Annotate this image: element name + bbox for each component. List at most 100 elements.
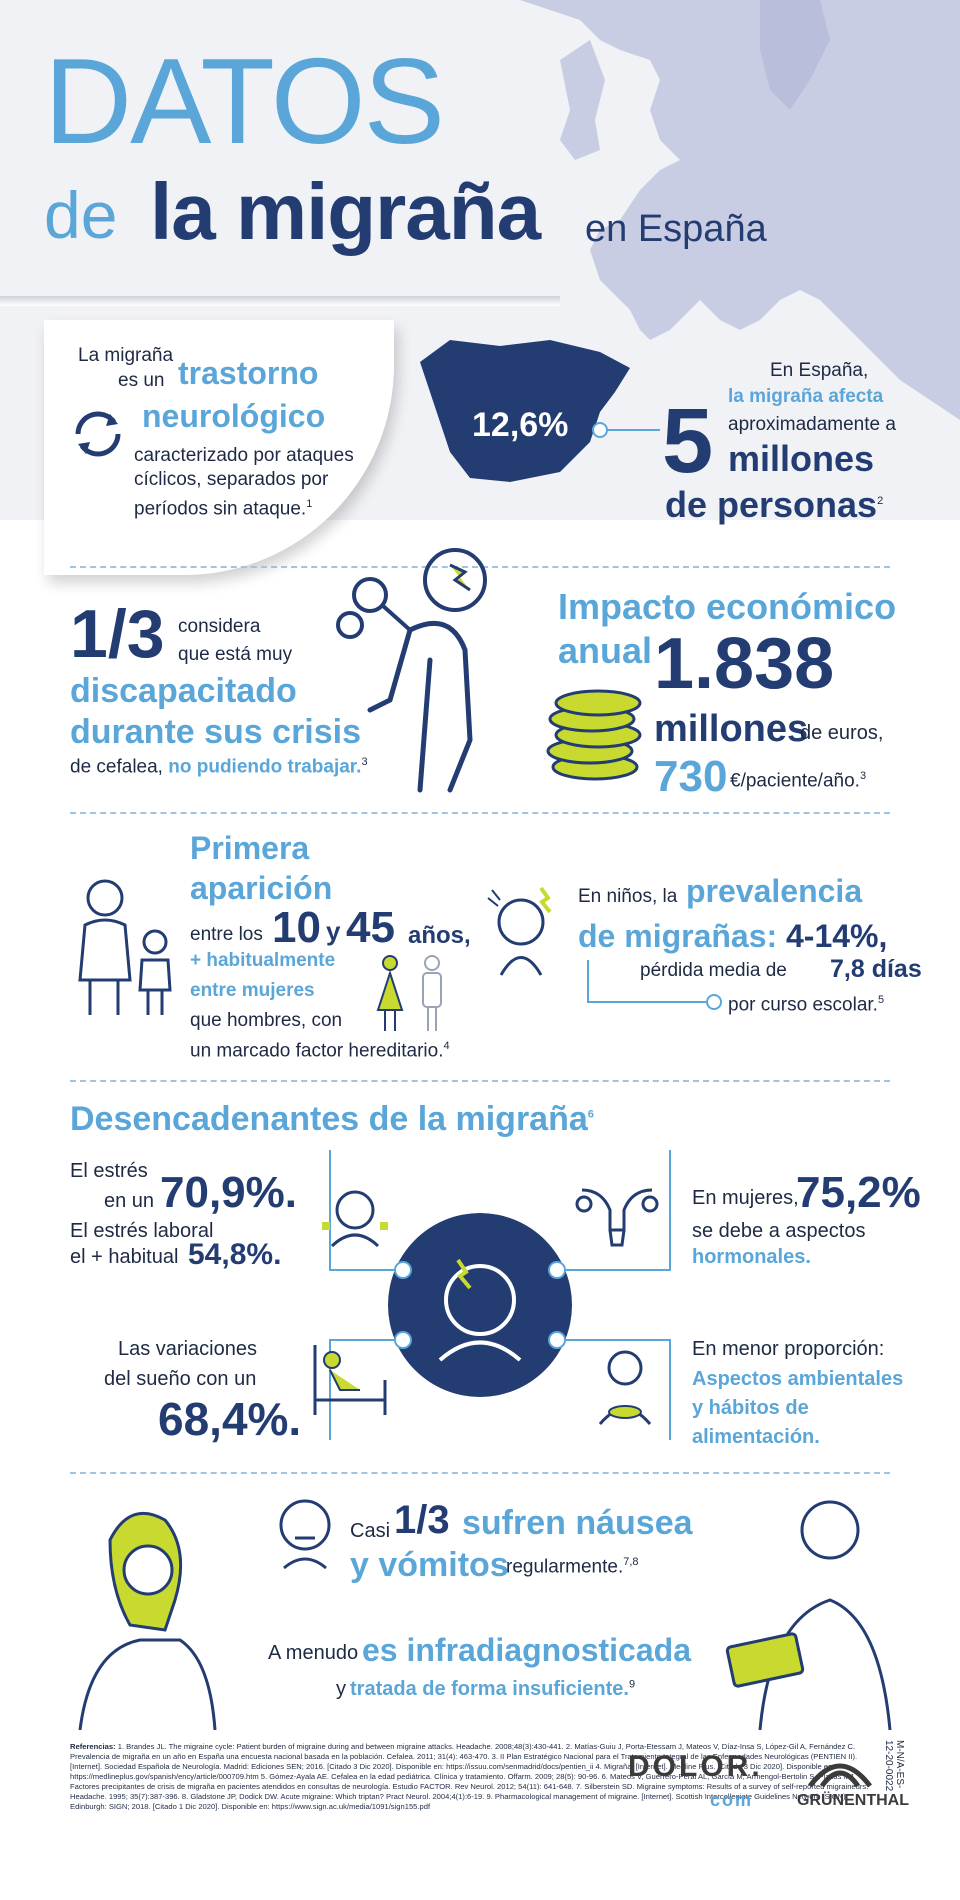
spain-line2: la migraña afecta [728, 386, 884, 407]
nausea-casi: Casi [350, 1520, 391, 1542]
definition-line2: es un [118, 370, 165, 391]
onset-line1: + habitualmente [190, 950, 336, 971]
paper-shadow-edge [0, 296, 560, 306]
child-headache-icon [487, 886, 552, 976]
mother-child-icon [78, 879, 172, 1015]
dolor-logo-text: DOLOR. [628, 1750, 763, 1783]
sleep-line1: Las variaciones [118, 1338, 257, 1360]
disability-line1: discapacitado [70, 672, 297, 710]
stress-value: 70,9%. [160, 1168, 297, 1217]
nausea-fraction: 1/3 [394, 1498, 450, 1542]
onset-anos: años, [408, 922, 471, 949]
disability-line3-b: no pudiendo trabajar. [168, 756, 362, 778]
cycle-icon [75, 411, 121, 457]
onset-entre-los: entre los [190, 924, 263, 945]
grunenthal-logo-mark [808, 1763, 872, 1788]
onset-line2: entre mujeres [190, 980, 315, 1001]
title-datos: DATOS [44, 33, 445, 169]
stress-line1: El estrés [70, 1160, 148, 1182]
triggers-diagram [329, 1150, 671, 1440]
spain-personas-text: de personas [665, 484, 878, 525]
children-line1: En niños, la [578, 886, 678, 907]
coins-stack-icon [546, 689, 642, 781]
economic-unit-text: €/paciente/año. [730, 770, 860, 792]
nausea-line3: regularmente.7,8 [506, 1556, 639, 1578]
diagnosis-a-menudo: A menudo [268, 1642, 359, 1664]
onset-ref: 4 [443, 1040, 450, 1052]
references-label: Referencias: [70, 1742, 116, 1751]
onset-line3: que hombres, con [190, 1010, 343, 1031]
sleep-value: 68,4%. [158, 1393, 302, 1445]
bed-icon [313, 1345, 387, 1415]
economic-amount: 1.838 [654, 624, 835, 704]
work-stress-line2: el + habitual [70, 1246, 179, 1268]
disability-small1: considera [178, 616, 261, 637]
eating-woman-icon [598, 1350, 652, 1425]
onset-y: y [326, 916, 341, 946]
disability-small2: que está muy [178, 644, 293, 665]
document-code: M-N/A-ES-12-20-0022 [883, 1740, 905, 1792]
diagnosis-line2: tratada de forma insuficiente.9 [350, 1678, 635, 1701]
onset-title1: Primera [190, 830, 310, 866]
disability-line2: durante sus crisis [70, 713, 362, 751]
children-line2: pérdida media de [640, 960, 787, 981]
nausea-line2: y vómitos [350, 1546, 509, 1584]
map-scandinavia [760, 0, 830, 110]
economic-title2: anual [558, 630, 653, 671]
disability-fraction: 1/3 [70, 596, 165, 672]
spain-map-icon [420, 340, 630, 482]
definition-ref: 1 [306, 498, 313, 510]
children-line3: por curso escolar.5 [728, 994, 884, 1016]
nausea-ref: 7,8 [623, 1556, 639, 1568]
children-ref: 5 [877, 994, 885, 1006]
disability-ref: 3 [361, 756, 368, 768]
economic-millones: millones [654, 708, 809, 750]
women-line3: hormonales. [692, 1246, 811, 1268]
economic-ref: 3 [859, 770, 867, 782]
divider [70, 1472, 890, 1474]
diagnosis-highlight: es infradiagnosticada [362, 1632, 691, 1668]
children-days: 7,8 días [830, 955, 922, 983]
nausea-line3-text: regularmente. [506, 1556, 624, 1578]
onset-line4: un marcado factor hereditario.4 [190, 1040, 450, 1062]
doctor-illustration [725, 1500, 892, 1730]
spain-ref: 2 [877, 495, 884, 507]
spain-de-personas: de personas2 [665, 484, 883, 526]
environment-line1: En menor proporción: [692, 1338, 885, 1360]
triggers-title-text: Desencadenantes de la migraña [70, 1100, 588, 1138]
environment-line3: y hábitos de [692, 1397, 809, 1419]
spain-percent: 12,6% [472, 406, 569, 444]
diagnosis-line2-text: tratada de forma insuficiente. [350, 1678, 629, 1700]
women-line1: En mujeres, [692, 1187, 799, 1209]
woman-illustration [78, 1511, 217, 1730]
children-line3-text: por curso escolar. [728, 994, 878, 1016]
definition-line1: La migraña [78, 345, 174, 366]
spain-line1: En España, [770, 360, 869, 381]
economic-de-euros: de euros, [800, 722, 884, 744]
women-value: 75,2% [796, 1168, 921, 1217]
references: Referencias: 1. Brandes JL. The migraine… [70, 1742, 880, 1812]
economic-title1: Impacto económico [558, 586, 897, 627]
children-range: 4-14%, [786, 918, 888, 954]
children-highlight2: de migrañas: [578, 918, 778, 954]
spain-big-number: 5 [662, 390, 714, 492]
divider [70, 1080, 890, 1082]
disability-line3-a: de cefalea, [70, 756, 163, 778]
dolor-logo-com: com [710, 1790, 754, 1810]
spain-millones: millones [728, 438, 875, 479]
women-line2: se debe a aspectos [692, 1220, 866, 1242]
economic-per-patient-unit: €/paciente/año.3 [730, 770, 866, 792]
disability-line3: de cefalea, no pudiendo trabajar.3 [70, 756, 368, 778]
children-connector [587, 960, 722, 1010]
onset-age2: 45 [346, 903, 395, 952]
definition-text: caracterizado por ataques cíclicos, sepa… [134, 445, 354, 520]
map-landmass [520, 0, 960, 420]
work-stress-line1: El estrés laboral [70, 1220, 214, 1242]
grunenthal-logo-text: GRÜNENTHAL [797, 1792, 909, 1809]
map-uk [560, 40, 605, 160]
definition-highlight2: neurológico [142, 398, 326, 434]
divider [70, 812, 890, 814]
title-de: de [44, 178, 118, 252]
references-text: 1. Brandes JL. The migraine cycle: Patie… [70, 1742, 869, 1811]
environment-line2: Aspectos ambientales [692, 1368, 904, 1390]
